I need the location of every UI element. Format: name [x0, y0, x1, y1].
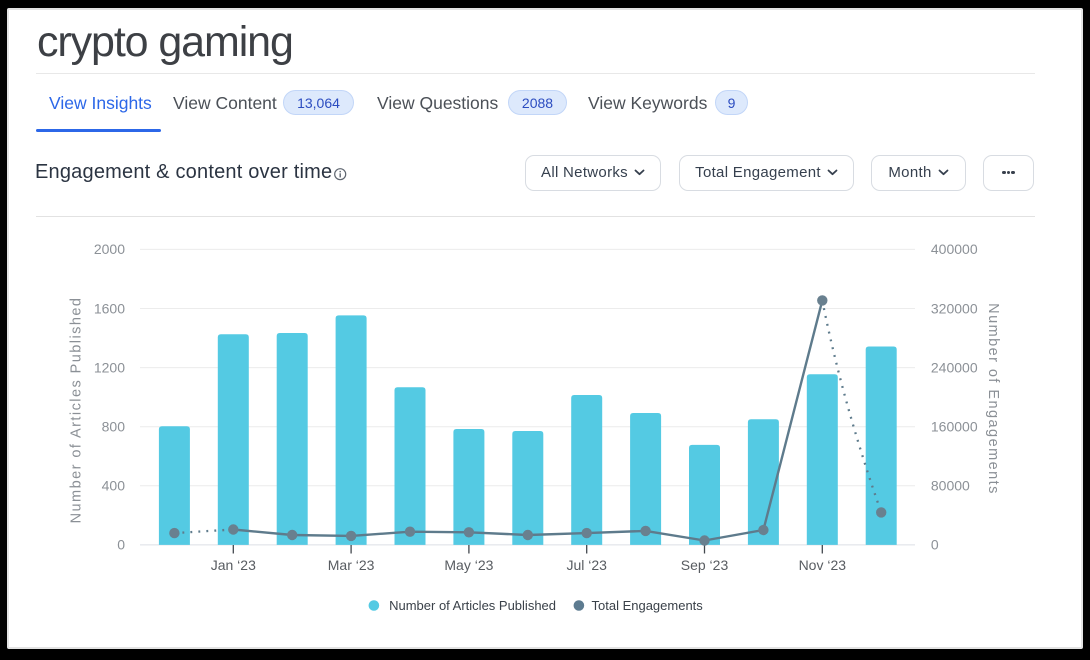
svg-text:0: 0	[931, 537, 939, 553]
svg-text:2000: 2000	[94, 241, 125, 257]
svg-text:160000: 160000	[931, 419, 978, 435]
svg-text:Mar ‘23: Mar ‘23	[328, 557, 375, 573]
svg-text:Number of Engagements: Number of Engagements	[985, 303, 1001, 495]
svg-text:400000: 400000	[931, 241, 978, 257]
svg-text:Number of Articles Published: Number of Articles Published	[69, 297, 85, 524]
svg-text:240000: 240000	[931, 359, 978, 375]
svg-text:1600: 1600	[94, 300, 125, 316]
svg-text:320000: 320000	[931, 300, 978, 316]
svg-text:Number of Articles Published: Number of Articles Published	[389, 598, 556, 613]
svg-text:Sep ‘23: Sep ‘23	[681, 557, 729, 573]
svg-text:Jan ‘23: Jan ‘23	[211, 557, 256, 573]
svg-text:1200: 1200	[94, 359, 125, 375]
svg-text:May ‘23: May ‘23	[444, 557, 493, 573]
svg-text:400: 400	[102, 478, 126, 494]
svg-text:800: 800	[102, 419, 126, 435]
svg-text:0: 0	[117, 537, 125, 553]
svg-text:80000: 80000	[931, 478, 970, 494]
svg-text:Nov ‘23: Nov ‘23	[799, 557, 847, 573]
svg-text:Jul ‘23: Jul ‘23	[566, 557, 607, 573]
svg-text:Total Engagements: Total Engagements	[592, 598, 704, 613]
